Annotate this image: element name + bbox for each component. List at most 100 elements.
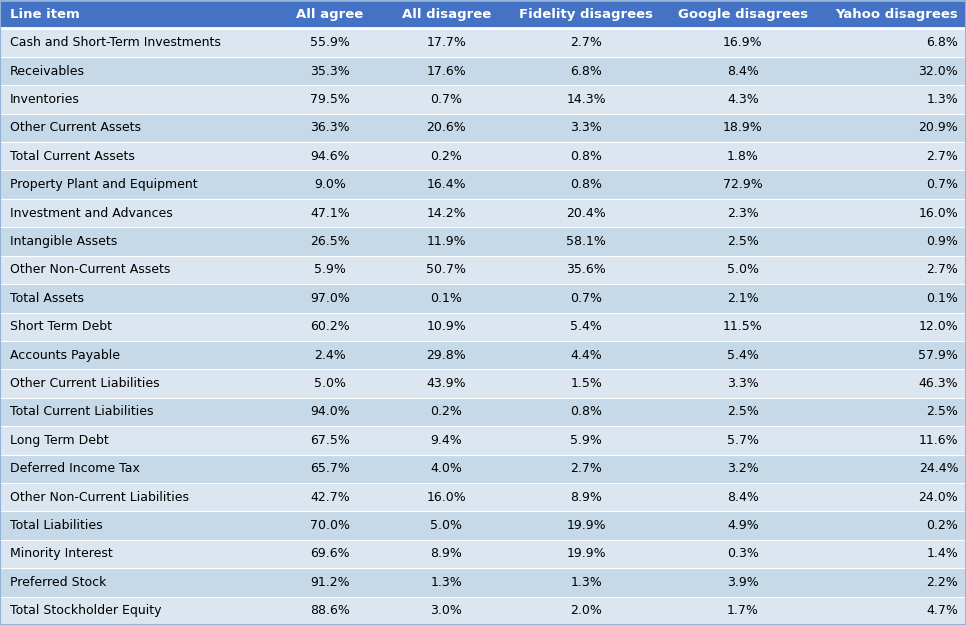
Text: Line item: Line item <box>10 8 79 21</box>
Text: 55.9%: 55.9% <box>310 36 350 49</box>
Text: Other Non-Current Liabilities: Other Non-Current Liabilities <box>10 491 188 504</box>
Bar <box>0 483 966 511</box>
Bar <box>0 398 966 426</box>
Text: 79.5%: 79.5% <box>310 93 350 106</box>
Text: 0.1%: 0.1% <box>431 292 462 305</box>
Bar <box>0 568 966 597</box>
Text: Long Term Debt: Long Term Debt <box>10 434 108 447</box>
Text: 2.7%: 2.7% <box>926 263 958 276</box>
Text: 3.9%: 3.9% <box>727 576 758 589</box>
Text: 2.5%: 2.5% <box>727 406 758 418</box>
Text: 12.0%: 12.0% <box>919 320 958 333</box>
Text: 11.6%: 11.6% <box>919 434 958 447</box>
Text: Deferred Income Tax: Deferred Income Tax <box>10 462 139 475</box>
Text: 2.5%: 2.5% <box>926 406 958 418</box>
Text: 2.3%: 2.3% <box>727 207 758 219</box>
Bar <box>0 454 966 483</box>
Text: 1.4%: 1.4% <box>926 548 958 561</box>
Text: 2.7%: 2.7% <box>571 462 602 475</box>
Text: 6.8%: 6.8% <box>571 64 602 78</box>
Text: Yahoo disagrees: Yahoo disagrees <box>836 8 958 21</box>
Text: Google disagrees: Google disagrees <box>678 8 808 21</box>
Text: Property Plant and Equipment: Property Plant and Equipment <box>10 178 197 191</box>
Text: 32.0%: 32.0% <box>919 64 958 78</box>
Text: Total Current Liabilities: Total Current Liabilities <box>10 406 154 418</box>
Text: 35.3%: 35.3% <box>310 64 350 78</box>
Text: 11.5%: 11.5% <box>723 320 763 333</box>
Text: 65.7%: 65.7% <box>310 462 350 475</box>
Text: 4.3%: 4.3% <box>727 93 758 106</box>
Text: 3.0%: 3.0% <box>431 604 462 618</box>
Bar <box>0 540 966 568</box>
Text: 1.3%: 1.3% <box>926 93 958 106</box>
Text: Preferred Stock: Preferred Stock <box>10 576 106 589</box>
Text: 8.9%: 8.9% <box>431 548 462 561</box>
Text: 47.1%: 47.1% <box>310 207 350 219</box>
Text: 72.9%: 72.9% <box>723 178 763 191</box>
Text: 2.5%: 2.5% <box>727 235 758 248</box>
Text: Other Non-Current Assets: Other Non-Current Assets <box>10 263 170 276</box>
Text: 0.7%: 0.7% <box>430 93 463 106</box>
Text: 5.4%: 5.4% <box>571 320 602 333</box>
Text: 0.7%: 0.7% <box>926 178 958 191</box>
Text: 0.2%: 0.2% <box>431 150 462 162</box>
Text: 6.8%: 6.8% <box>926 36 958 49</box>
Text: 9.0%: 9.0% <box>314 178 346 191</box>
Text: 5.0%: 5.0% <box>314 377 346 390</box>
Text: 0.7%: 0.7% <box>570 292 603 305</box>
Text: 0.2%: 0.2% <box>431 406 462 418</box>
Text: All agree: All agree <box>297 8 363 21</box>
Text: All disagree: All disagree <box>402 8 491 21</box>
Text: 3.3%: 3.3% <box>727 377 758 390</box>
Bar <box>0 199 966 228</box>
Text: 2.4%: 2.4% <box>314 349 346 362</box>
Text: Total Current Assets: Total Current Assets <box>10 150 134 162</box>
Text: 3.2%: 3.2% <box>727 462 758 475</box>
Text: Short Term Debt: Short Term Debt <box>10 320 112 333</box>
Text: Cash and Short-Term Investments: Cash and Short-Term Investments <box>10 36 220 49</box>
Text: 70.0%: 70.0% <box>310 519 350 532</box>
Bar <box>0 369 966 398</box>
Text: 24.0%: 24.0% <box>919 491 958 504</box>
Bar <box>0 171 966 199</box>
Text: 0.8%: 0.8% <box>570 150 603 162</box>
Text: 5.9%: 5.9% <box>571 434 602 447</box>
Text: 0.3%: 0.3% <box>727 548 758 561</box>
Text: 88.6%: 88.6% <box>310 604 350 618</box>
Text: 11.9%: 11.9% <box>426 235 467 248</box>
Text: Other Current Liabilities: Other Current Liabilities <box>10 377 159 390</box>
Bar <box>0 312 966 341</box>
Text: 58.1%: 58.1% <box>566 235 607 248</box>
Bar <box>0 142 966 171</box>
Text: 10.9%: 10.9% <box>426 320 467 333</box>
Text: 14.2%: 14.2% <box>426 207 467 219</box>
Text: 8.4%: 8.4% <box>727 64 758 78</box>
Text: 4.9%: 4.9% <box>727 519 758 532</box>
Text: 0.9%: 0.9% <box>926 235 958 248</box>
Bar <box>0 114 966 142</box>
Text: 5.4%: 5.4% <box>727 349 758 362</box>
Text: Receivables: Receivables <box>10 64 85 78</box>
Text: 1.5%: 1.5% <box>571 377 602 390</box>
Text: 26.5%: 26.5% <box>310 235 350 248</box>
Text: 2.2%: 2.2% <box>926 576 958 589</box>
Bar <box>0 341 966 369</box>
Text: 35.6%: 35.6% <box>566 263 607 276</box>
Bar <box>0 597 966 625</box>
Text: Total Stockholder Equity: Total Stockholder Equity <box>10 604 161 618</box>
Text: 19.9%: 19.9% <box>566 548 607 561</box>
Text: 4.4%: 4.4% <box>571 349 602 362</box>
Text: 19.9%: 19.9% <box>566 519 607 532</box>
Text: 1.7%: 1.7% <box>727 604 758 618</box>
Text: Intangible Assets: Intangible Assets <box>10 235 117 248</box>
Text: 67.5%: 67.5% <box>310 434 350 447</box>
Text: 1.8%: 1.8% <box>727 150 758 162</box>
Text: Fidelity disagrees: Fidelity disagrees <box>520 8 653 21</box>
Text: Total Assets: Total Assets <box>10 292 84 305</box>
Text: 0.1%: 0.1% <box>926 292 958 305</box>
Text: Accounts Payable: Accounts Payable <box>10 349 120 362</box>
Text: 0.8%: 0.8% <box>570 406 603 418</box>
Text: 46.3%: 46.3% <box>919 377 958 390</box>
Text: 1.3%: 1.3% <box>431 576 462 589</box>
Text: 50.7%: 50.7% <box>426 263 467 276</box>
